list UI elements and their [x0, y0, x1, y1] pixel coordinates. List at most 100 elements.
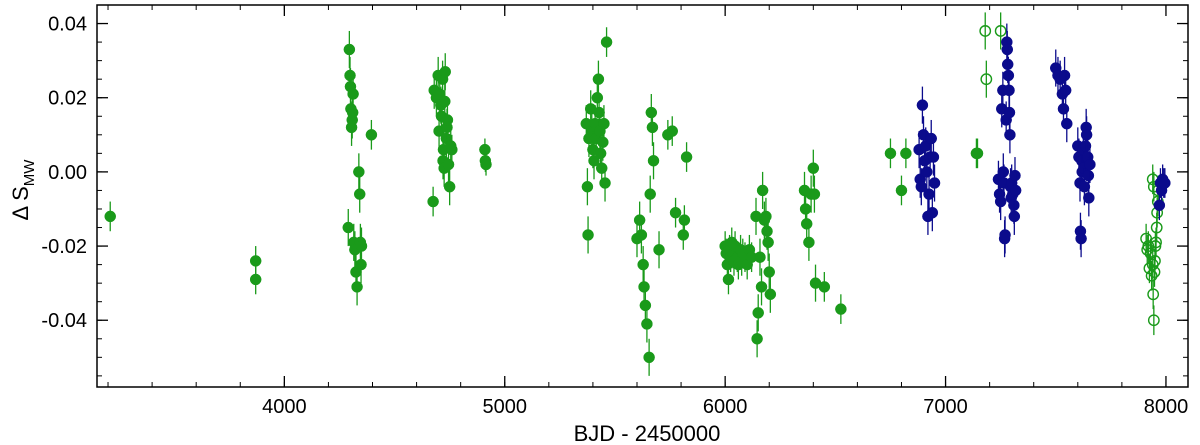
point-marker [591, 91, 604, 104]
data-point [342, 208, 355, 247]
data-points [104, 12, 1171, 376]
point-marker [1002, 69, 1015, 82]
x-tick-labels: 4000 5000 6000 7000 8000 [262, 396, 1188, 418]
data-point [427, 186, 439, 217]
y-tick-label: 0.02 [48, 88, 87, 110]
data-point [803, 223, 815, 261]
data-point [926, 194, 939, 232]
data-point [638, 268, 650, 306]
y-tick-label: 0.00 [48, 162, 87, 184]
point-marker [680, 151, 693, 163]
point-marker [755, 281, 768, 293]
point-marker [443, 180, 456, 193]
point-marker [799, 203, 812, 215]
data-point [592, 60, 605, 98]
point-marker [645, 106, 658, 119]
point-marker [641, 318, 653, 330]
data-point [750, 197, 762, 235]
point-marker [895, 184, 908, 197]
data-point [249, 264, 262, 295]
point-marker [581, 180, 594, 193]
data-point [104, 201, 116, 232]
point-marker [971, 147, 984, 160]
data-point [647, 142, 660, 180]
data-point [927, 138, 940, 176]
point-marker [593, 106, 605, 119]
data-point [355, 227, 368, 265]
data-point [900, 138, 912, 169]
data-point [754, 238, 766, 276]
data-point [1009, 171, 1022, 209]
point-marker [637, 258, 649, 271]
series-2 [913, 23, 1171, 258]
point-marker [1083, 192, 1095, 204]
point-marker [925, 132, 937, 145]
data-point [353, 175, 366, 213]
data-point [441, 101, 454, 139]
series-1 [979, 12, 1165, 336]
data-point [809, 264, 822, 302]
point-marker [353, 166, 365, 178]
data-point [446, 134, 458, 165]
point-marker [439, 66, 451, 78]
point-marker [1147, 288, 1160, 301]
point-marker [355, 240, 368, 252]
point-marker [979, 25, 992, 37]
point-marker [1009, 169, 1021, 182]
point-marker [597, 136, 609, 148]
point-marker [1058, 69, 1071, 82]
point-marker [347, 88, 359, 100]
point-marker [599, 177, 611, 189]
point-marker [800, 218, 813, 230]
point-marker [1142, 240, 1155, 252]
point-marker [997, 166, 1010, 178]
point-marker [1150, 236, 1162, 249]
point-marker [1145, 269, 1158, 282]
data-point [343, 30, 356, 69]
point-marker [762, 236, 774, 249]
data-point [752, 294, 764, 332]
point-marker [807, 162, 820, 174]
point-marker [1140, 232, 1153, 245]
x-tick-label: 5000 [482, 396, 527, 418]
data-point [635, 216, 648, 254]
data-point [582, 216, 594, 254]
point-marker [644, 188, 656, 200]
point-marker [818, 281, 831, 293]
data-point [925, 119, 937, 158]
data-point [644, 175, 656, 213]
point-marker [1159, 177, 1171, 189]
data-point [669, 197, 682, 228]
point-marker [635, 229, 648, 241]
y-tick-label: -0.02 [41, 236, 87, 258]
point-marker [600, 36, 613, 48]
data-point [480, 153, 492, 176]
data-point [643, 338, 655, 376]
point-marker [763, 266, 775, 278]
data-point [653, 231, 665, 269]
data-point [637, 246, 649, 284]
point-marker [927, 151, 940, 163]
data-point [1142, 231, 1155, 261]
y-tick-label: 0.04 [48, 14, 87, 36]
data-point [1080, 116, 1093, 154]
data-point [439, 53, 451, 91]
point-marker [446, 143, 458, 156]
data-point [1147, 279, 1160, 310]
x-tick-label: 7000 [923, 396, 968, 418]
point-marker [633, 214, 646, 226]
x-tick-label: 6000 [703, 396, 748, 418]
data-point [639, 286, 652, 324]
point-marker [582, 229, 594, 241]
point-marker [249, 273, 262, 286]
point-marker [669, 206, 682, 219]
data-point [764, 275, 777, 313]
point-marker [439, 95, 451, 108]
data-point [1008, 197, 1021, 235]
data-point [347, 75, 359, 113]
data-point [1159, 168, 1171, 198]
data-point [646, 108, 659, 146]
point-marker [916, 99, 929, 111]
data-point [916, 86, 929, 124]
plot-frame [96, 4, 1189, 388]
